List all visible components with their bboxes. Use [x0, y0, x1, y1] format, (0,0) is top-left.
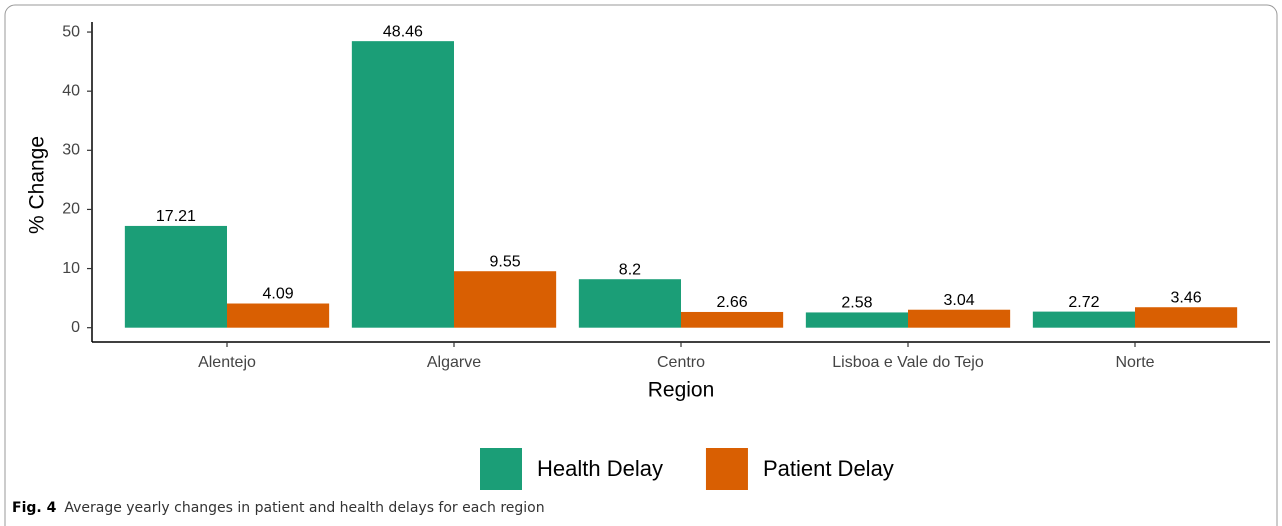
value-label: 8.2	[619, 261, 641, 278]
bar	[681, 311, 784, 328]
figure-border	[4, 4, 1278, 526]
value-label: 3.04	[944, 292, 975, 309]
x-tick-label: Centro	[657, 354, 705, 371]
y-tick-label: 40	[62, 82, 80, 99]
value-label: 3.46	[1171, 289, 1202, 306]
caption-label: Fig. 4	[12, 500, 57, 516]
x-tick-label: Alentejo	[198, 354, 256, 371]
value-label: 9.55	[490, 253, 521, 270]
bar	[1032, 311, 1135, 328]
legend-label: Patient Delay	[763, 456, 894, 481]
y-axis-label: % Change	[26, 136, 49, 234]
bar	[227, 303, 330, 328]
y-tick-label: 50	[62, 23, 80, 40]
y-tick-label: 10	[62, 260, 80, 277]
bar	[351, 41, 454, 328]
y-tick-label: 0	[71, 319, 80, 336]
x-tick-label: Lisboa e Vale do Tejo	[832, 354, 984, 371]
legend-label: Health Delay	[537, 456, 663, 481]
y-tick-label: 20	[62, 201, 80, 218]
value-label: 2.58	[841, 295, 872, 312]
bar	[1135, 307, 1238, 328]
legend-swatch	[480, 448, 522, 490]
caption: Fig. 4 Average yearly changes in patient …	[12, 500, 545, 516]
bar	[805, 312, 908, 328]
value-label: 48.46	[383, 23, 423, 40]
x-tick-label: Norte	[1115, 354, 1154, 371]
x-tick-label: Algarve	[427, 354, 481, 371]
value-label: 2.72	[1068, 294, 1099, 311]
caption-text: Average yearly changes in patient and he…	[64, 500, 544, 516]
value-label: 4.09	[263, 286, 294, 303]
bar	[578, 279, 681, 328]
value-label: 2.66	[717, 294, 748, 311]
bar	[124, 225, 227, 328]
x-axis-label: Region	[648, 379, 715, 402]
bar	[454, 271, 557, 328]
value-label: 17.21	[156, 208, 196, 225]
bar	[908, 309, 1011, 328]
legend-swatch	[705, 448, 748, 490]
y-tick-label: 30	[62, 142, 80, 159]
